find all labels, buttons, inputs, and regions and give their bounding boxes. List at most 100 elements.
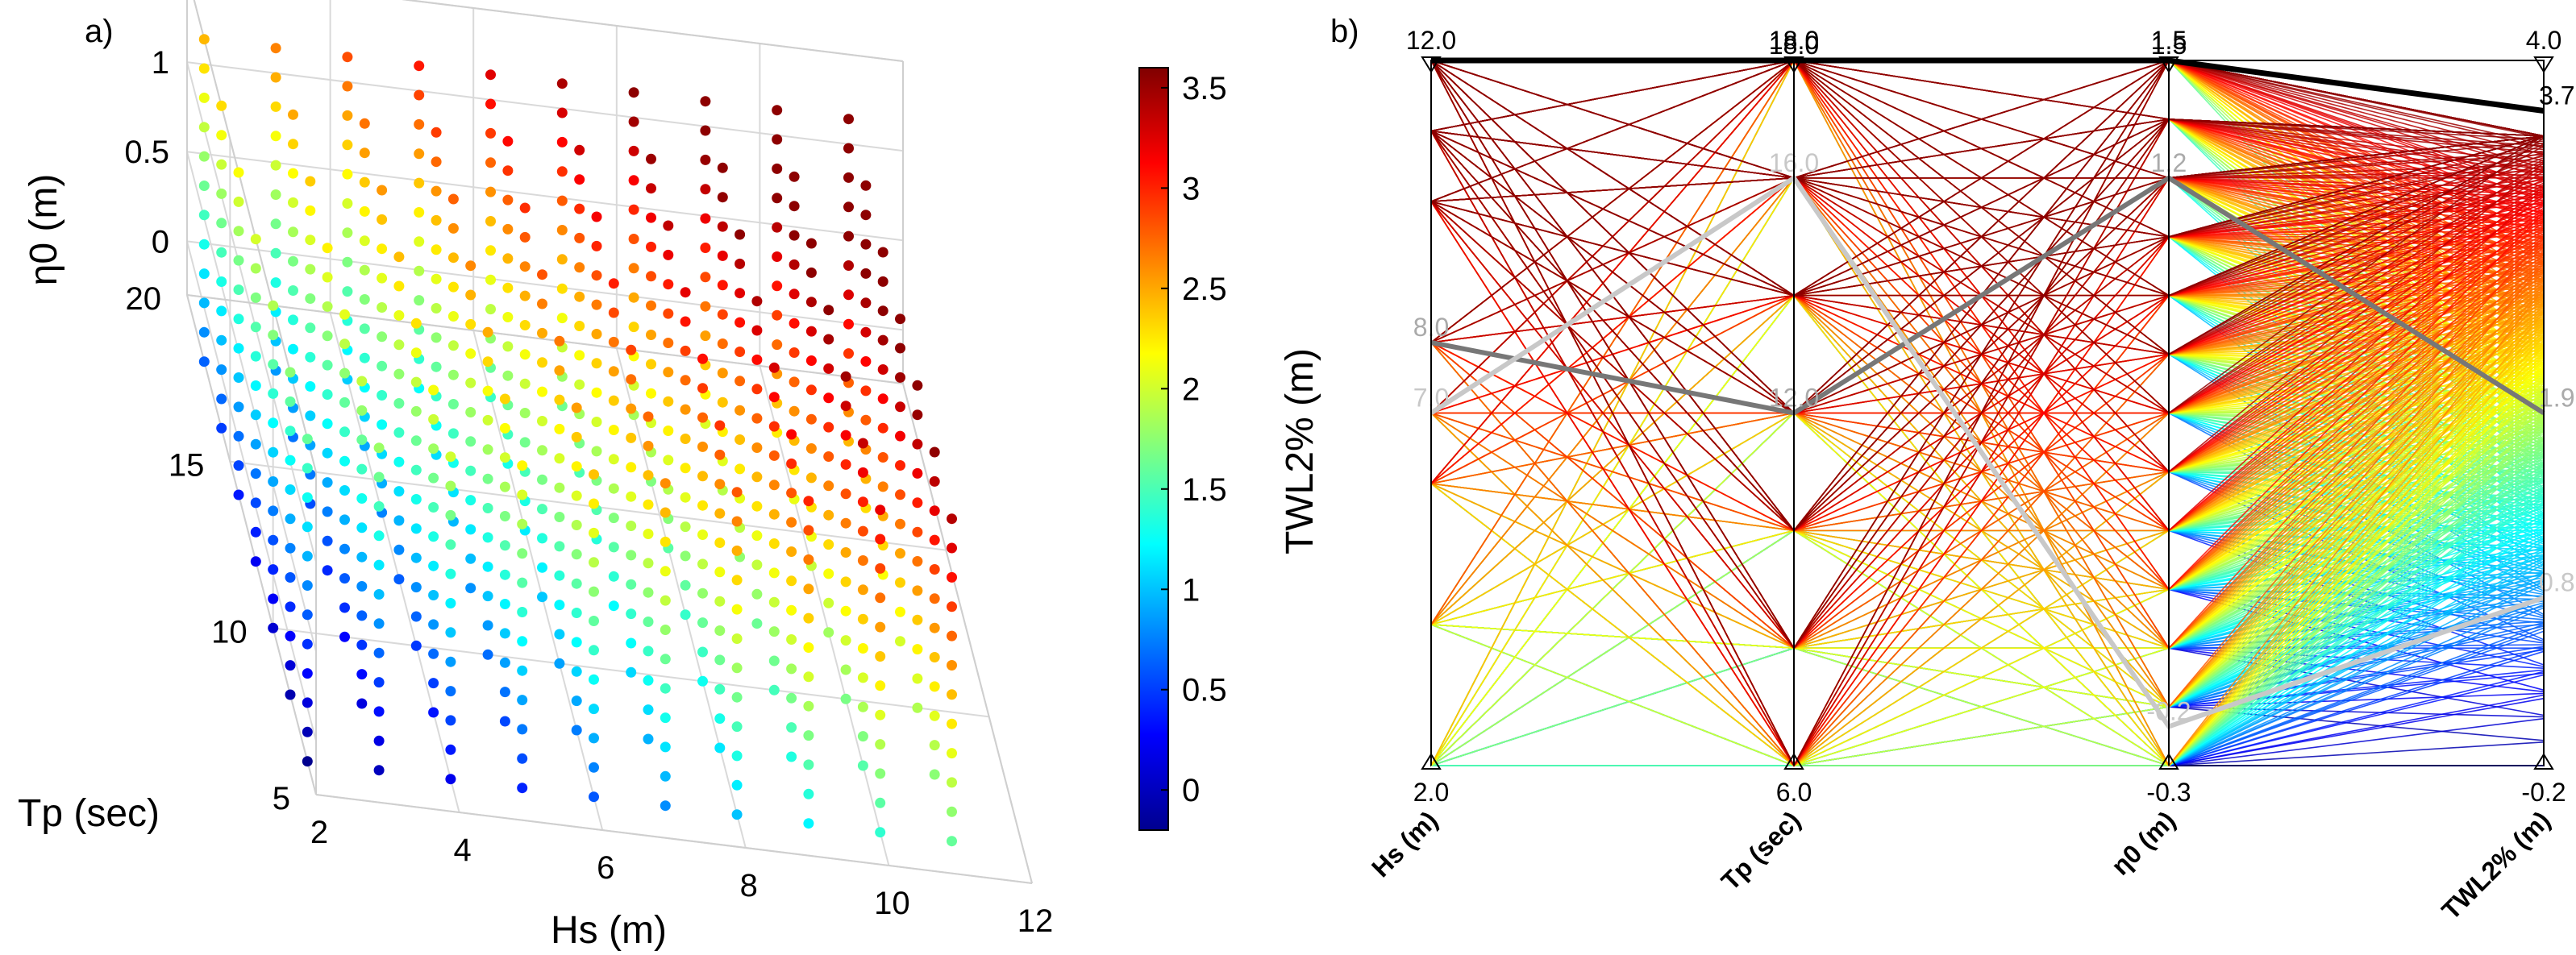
data-point	[517, 577, 528, 588]
data-point	[537, 592, 547, 603]
series-line	[1431, 647, 2545, 766]
data-point	[772, 309, 783, 321]
data-point	[285, 630, 296, 642]
data-point	[646, 388, 656, 399]
data-point	[302, 756, 313, 767]
data-point	[431, 244, 442, 255]
data-point	[322, 477, 333, 488]
data-point	[735, 258, 746, 269]
data-point	[912, 556, 923, 567]
x-tick-label: 10	[874, 886, 910, 921]
data-point	[714, 449, 726, 460]
data-point	[465, 553, 476, 564]
data-point	[499, 540, 510, 551]
data-point	[556, 254, 568, 265]
data-point	[929, 534, 940, 546]
data-point	[519, 437, 531, 448]
data-point	[626, 462, 637, 473]
data-point	[554, 394, 565, 405]
data-point	[571, 608, 582, 618]
data-point	[877, 247, 888, 258]
data-point	[377, 331, 388, 343]
data-point	[772, 105, 783, 116]
data-point	[410, 318, 422, 329]
data-point	[342, 256, 353, 268]
grid-line	[615, 347, 747, 849]
data-point	[268, 564, 279, 575]
highlighted-line	[1429, 174, 2545, 729]
data-point	[823, 539, 834, 550]
data-point	[537, 562, 547, 573]
data-point	[700, 272, 711, 283]
data-point	[731, 545, 743, 556]
data-point	[589, 674, 599, 685]
data-point	[805, 413, 817, 425]
data-point	[250, 526, 261, 538]
data-point	[268, 505, 279, 517]
data-point	[537, 327, 547, 338]
data-point	[805, 384, 817, 396]
colorbar-tick-label: 1	[1182, 572, 1200, 608]
data-point	[447, 281, 459, 293]
data-point	[268, 622, 279, 633]
grid-line	[402, 0, 904, 62]
data-point	[305, 293, 316, 304]
data-point	[233, 313, 244, 325]
data-point	[717, 250, 728, 261]
data-point	[929, 652, 940, 662]
data-point	[499, 481, 510, 492]
data-point	[875, 739, 886, 750]
data-point	[643, 733, 654, 745]
data-point	[414, 207, 425, 218]
data-point	[373, 735, 385, 746]
axis-min-label: -0.3	[2146, 778, 2191, 807]
data-point	[895, 460, 905, 471]
colorbar	[1138, 67, 1169, 831]
axis-name-label: Tp (sec)	[1716, 805, 1806, 895]
data-point	[359, 147, 370, 159]
data-point	[805, 326, 817, 337]
axis-top-marker	[2533, 56, 2554, 73]
data-point	[772, 163, 783, 174]
data-point	[772, 134, 783, 145]
data-point	[302, 434, 313, 445]
data-point	[447, 311, 459, 322]
data-point	[198, 181, 210, 191]
data-point	[735, 434, 746, 445]
data-point	[302, 697, 313, 708]
highlighted-value-label: 3.7	[2539, 81, 2574, 110]
data-point	[929, 740, 940, 751]
data-point	[843, 348, 854, 359]
data-point	[216, 100, 227, 111]
data-point	[554, 482, 565, 493]
data-point	[857, 731, 868, 742]
data-point	[556, 283, 568, 294]
data-point	[608, 395, 619, 406]
data-point	[714, 742, 726, 754]
data-point	[556, 195, 568, 206]
data-point	[302, 638, 313, 650]
data-point	[843, 318, 854, 330]
data-point	[591, 299, 602, 310]
data-point	[268, 534, 279, 546]
data-point	[660, 625, 671, 635]
data-point	[414, 177, 425, 189]
data-point	[626, 491, 637, 502]
data-point	[502, 253, 514, 264]
data-point	[517, 518, 528, 529]
data-point	[359, 235, 370, 247]
data-point	[268, 593, 279, 604]
data-point	[302, 609, 313, 621]
data-point	[499, 511, 510, 521]
data-point	[482, 356, 493, 367]
data-point	[589, 557, 599, 568]
data-point	[660, 507, 671, 518]
data-point	[410, 435, 422, 446]
data-point	[465, 318, 476, 330]
data-point	[285, 660, 296, 671]
data-point	[537, 445, 547, 456]
data-point	[805, 238, 817, 249]
data-point	[537, 298, 547, 309]
data-point	[322, 535, 333, 546]
y-axis-label: Tp (sec)	[18, 792, 160, 835]
